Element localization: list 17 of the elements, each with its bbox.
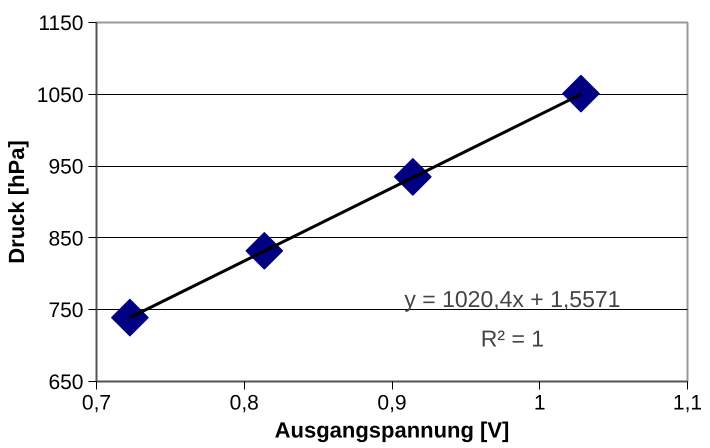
annotation: R² = 1 <box>480 325 544 352</box>
y-tick-label: 1050 <box>36 84 84 107</box>
annotation: y = 1020,4x + 1,5571 <box>404 286 620 312</box>
x-tick-label: 0,7 <box>82 392 112 414</box>
x-tick-label: 1,1 <box>672 392 702 414</box>
y-tick-label: 850 <box>48 227 84 250</box>
y-tick-label: 950 <box>48 156 84 179</box>
x-tick-label: 0,8 <box>230 392 259 414</box>
x-tick-label: 0,9 <box>377 392 407 414</box>
y-tick-label: 650 <box>48 371 84 394</box>
point <box>562 74 600 112</box>
x-tick-label: 1 <box>534 392 546 414</box>
x-axis-title: Ausgangspannung [V] <box>274 418 510 442</box>
y-tick-label: 1150 <box>38 12 84 35</box>
point <box>111 298 149 336</box>
y-tick-label: 750 <box>48 299 84 322</box>
y-axis-title: Druck [hPa] <box>4 140 29 264</box>
